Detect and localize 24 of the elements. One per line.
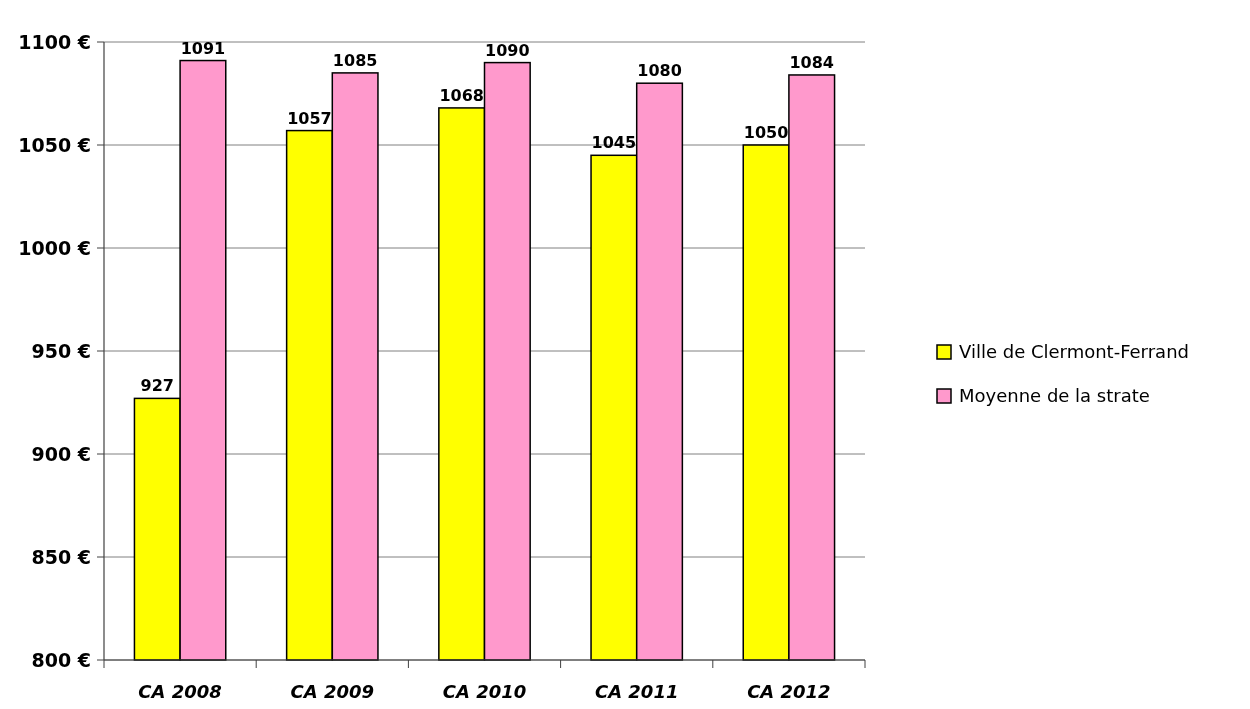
- data-label: 1090: [485, 40, 530, 60]
- data-label: 1057: [287, 108, 332, 128]
- data-label: 1091: [180, 38, 226, 58]
- data-label: 1080: [637, 61, 682, 81]
- y-tick-label: 1050 €: [18, 133, 91, 156]
- legend-label: Moyenne de la strate: [959, 385, 1150, 407]
- x-tick-label: CA 2012: [747, 681, 831, 702]
- data-label: 1045: [591, 133, 637, 153]
- data-label: 927: [140, 376, 174, 396]
- x-tick-label: CA 2011: [594, 681, 679, 702]
- y-tick-label: 800 €: [31, 648, 91, 671]
- data-label: 1050: [743, 123, 789, 142]
- data-label: 1068: [439, 85, 484, 105]
- x-tick-label: CA 2009: [290, 681, 375, 702]
- x-tick-label: CA 2010: [442, 681, 527, 702]
- y-tick-label: 850 €: [31, 545, 91, 568]
- y-tick-label: 950 €: [31, 339, 91, 362]
- legend-label: Ville de Clermont-Ferrand: [959, 341, 1189, 363]
- y-tick-label: 1000 €: [18, 236, 91, 259]
- data-label: 1084: [789, 52, 834, 72]
- data-label: 1085: [332, 50, 378, 70]
- x-tick-label: CA 2008: [138, 681, 222, 702]
- y-tick-label: 1100 €: [18, 30, 91, 53]
- y-tick-label: 900 €: [31, 442, 91, 465]
